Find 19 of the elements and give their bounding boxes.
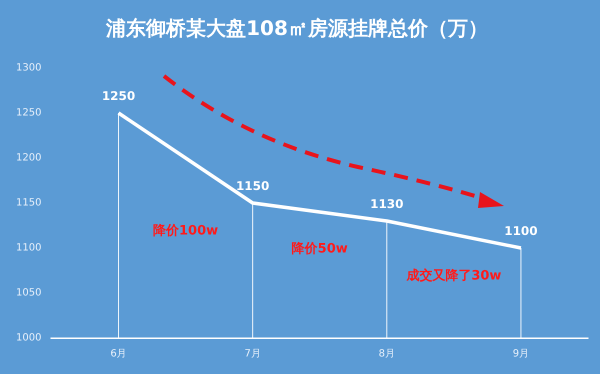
x-tick-label: 6月 xyxy=(110,348,127,360)
annotation: 降价100w xyxy=(153,223,218,238)
y-tick-label: 1250 xyxy=(16,108,42,119)
y-tick-label: 1200 xyxy=(16,152,42,164)
y-tick-label: 1000 xyxy=(16,332,42,344)
annotation: 降价50w xyxy=(292,241,348,256)
data-label: 1250 xyxy=(102,89,136,104)
y-tick-label: 1050 xyxy=(16,288,42,299)
x-tick-label: 7月 xyxy=(244,348,261,360)
x-tick-label: 9月 xyxy=(512,348,530,360)
y-tick-label: 1300 xyxy=(16,62,42,74)
data-label: 1150 xyxy=(236,179,270,194)
y-tick-label: 1150 xyxy=(16,198,42,209)
x-tick-label: 8月 xyxy=(378,348,395,360)
chart-title: 浦东御桥某大盘108㎡房源挂牌总价（万） xyxy=(105,16,488,40)
y-tick-label: 1100 xyxy=(16,242,42,254)
annotation: 成交又降了30w xyxy=(405,267,502,284)
data-label: 1130 xyxy=(370,197,404,212)
data-label: 1100 xyxy=(504,224,538,238)
